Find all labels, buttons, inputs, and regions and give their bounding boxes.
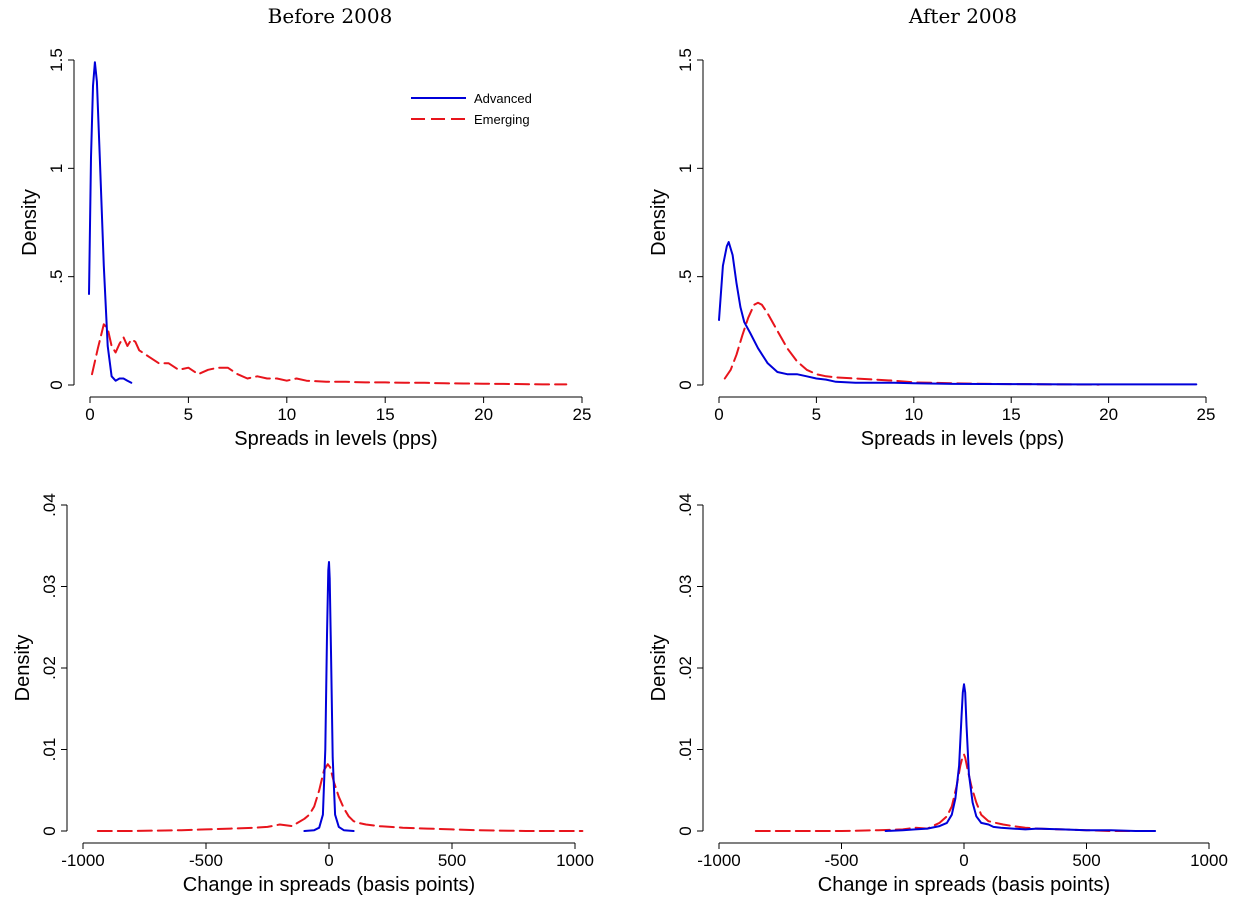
y-axis-title: Density [19,189,41,256]
series-line-advanced [303,561,355,832]
x-tick-label: 0 [324,851,333,870]
y-tick-label: .04 [676,493,695,517]
y-axis-title: Density [12,635,34,702]
x-tick-label: 10 [277,405,296,424]
y-tick-label: .5 [676,270,695,284]
x-tick-label: 20 [1099,405,1118,424]
x-axis-title: Change in spreads (basis points) [183,874,475,896]
x-tick-label: -500 [824,851,858,870]
x-tick-label: 500 [438,851,466,870]
y-tick-label: 1.5 [47,48,66,72]
x-tick-label: 5 [184,405,193,424]
y-tick-label: .5 [47,270,66,284]
y-tick-label: 1.5 [676,48,695,72]
legend-label-emerging: Emerging [474,112,530,127]
panel-changes-after-2008: 0 .01 .02 .03 .04 -1000 -500 0 500 1000 Change in … [648,493,1228,896]
y-tick-label: .02 [40,656,59,680]
x-tick-label: -1000 [61,851,104,870]
x-tick-label: 1000 [1190,851,1228,870]
panel-changes-before-2008: 0 .01 .02 .03 .04 -1000 -500 0 500 1000 Change in … [12,493,594,896]
series-line-emerging [96,763,584,832]
y-axis-title: Density [648,189,670,256]
x-tick-label: 1000 [556,851,594,870]
x-tick-label: 20 [474,405,493,424]
series-line-advanced [88,61,133,384]
x-tick-label: 0 [959,851,968,870]
y-tick-label: 0 [676,380,695,389]
series-line-emerging [91,323,568,386]
x-axis-title: Change in spreads (basis points) [818,874,1110,896]
column-title-before-2008: Before 2008 [268,4,393,28]
series-line-advanced [718,241,1198,386]
y-tick-label: 0 [40,826,59,835]
x-axis-title: Spreads in levels (pps) [861,428,1064,450]
panel-levels-before-2008: 0 .5 1 1.5 0 5 10 15 20 25 Spreads in levels (pps)… [19,48,591,450]
series-line-advanced [884,683,1157,832]
x-tick-label: 25 [1197,405,1216,424]
y-tick-label: 1 [47,164,66,173]
x-tick-label: -500 [189,851,223,870]
y-tick-label: 0 [47,380,66,389]
y-tick-label: .01 [40,738,59,762]
x-tick-label: 15 [1002,405,1021,424]
x-axis-title: Spreads in levels (pps) [234,428,437,450]
column-title-after-2008: After 2008 [908,4,1017,28]
x-tick-label: 25 [573,405,592,424]
y-tick-label: .03 [40,575,59,599]
x-tick-label: 0 [85,405,94,424]
x-tick-label: -1000 [697,851,740,870]
legend-label-advanced: Advanced [474,91,532,106]
y-tick-label: 1 [676,164,695,173]
y-axis-title: Density [648,635,670,702]
panel-levels-after-2008: 0 .5 1 1.5 0 5 10 15 20 25 Spreads in levels (pps)… [648,48,1215,450]
y-tick-label: .04 [40,493,59,517]
y-tick-label: 0 [676,826,695,835]
x-tick-label: 10 [904,405,923,424]
legend: Advanced Emerging [411,91,532,127]
y-tick-label: .02 [676,656,695,680]
x-tick-label: 15 [376,405,395,424]
y-tick-label: .03 [676,575,695,599]
x-tick-label: 5 [812,405,821,424]
x-tick-label: 0 [714,405,723,424]
x-tick-label: 500 [1072,851,1100,870]
y-tick-label: .01 [676,738,695,762]
